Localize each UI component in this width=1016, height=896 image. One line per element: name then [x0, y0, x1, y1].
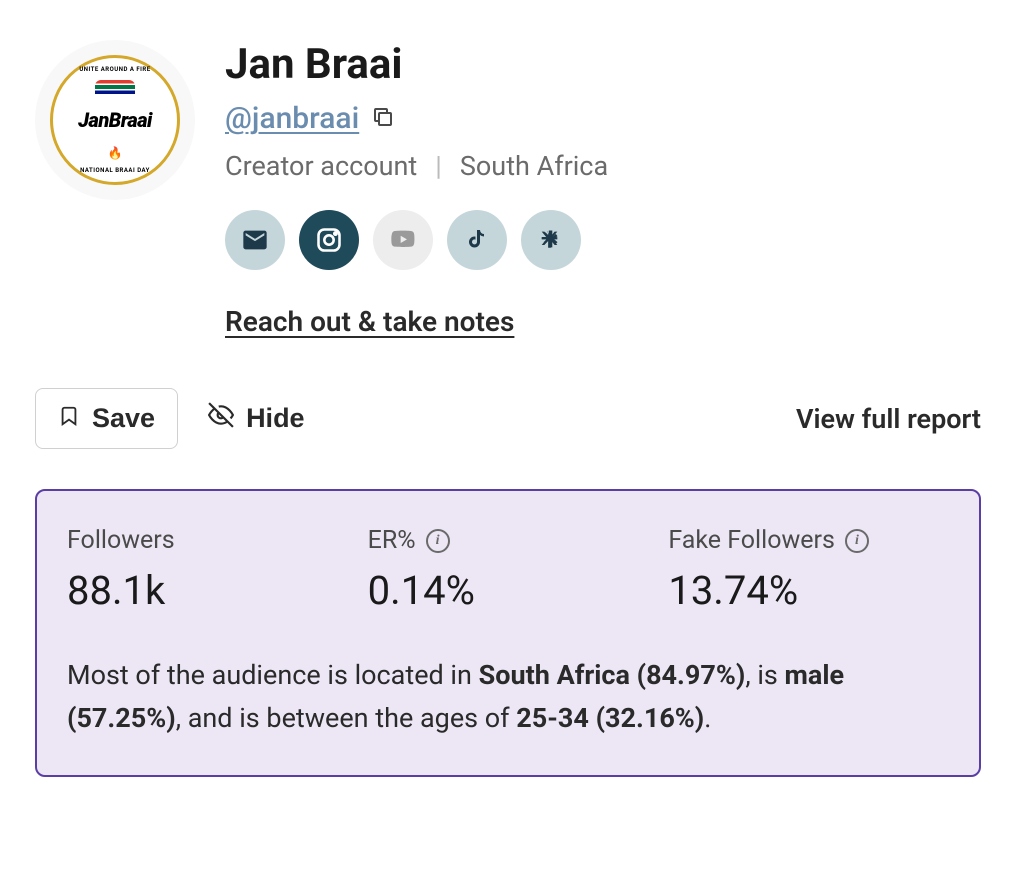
reach-out-link[interactable]: Reach out & take notes	[225, 305, 514, 338]
youtube-icon[interactable]	[373, 210, 433, 270]
stats-card: Followers 88.1k ER% i 0.14% Fake Followe…	[35, 489, 981, 777]
avatar-logo: UNITE AROUND A FIRE JanBraai 🔥 NATIONAL …	[50, 55, 180, 185]
audience-location: South Africa (84.97%)	[479, 659, 746, 691]
stat-er-value: 0.14%	[368, 567, 649, 614]
profile-info: Jan Braai @janbraai Creator account | So…	[225, 40, 981, 338]
profile-header: UNITE AROUND A FIRE JanBraai 🔥 NATIONAL …	[35, 40, 981, 338]
email-icon[interactable]	[225, 210, 285, 270]
avatar-bottom-arc-text: NATIONAL BRAAI DAY	[80, 167, 150, 174]
account-type: Creator account	[225, 150, 417, 182]
view-full-report-link[interactable]: View full report	[796, 403, 981, 435]
save-button-label: Save	[92, 403, 155, 434]
audience-age: 25-34 (32.16%)	[516, 702, 704, 734]
stats-row: Followers 88.1k ER% i 0.14% Fake Followe…	[67, 526, 949, 614]
linktree-icon[interactable]	[521, 210, 581, 270]
eye-off-icon	[208, 402, 234, 435]
hide-button-label: Hide	[246, 403, 305, 434]
stat-fake-label: Fake Followers i	[668, 526, 949, 555]
copy-icon[interactable]	[371, 105, 395, 133]
stat-er-label: ER% i	[368, 526, 649, 555]
profile-name: Jan Braai	[225, 40, 981, 89]
account-location: South Africa	[460, 150, 608, 182]
fire-accent: 🔥	[108, 146, 123, 160]
bookmark-icon	[58, 403, 80, 434]
social-row	[225, 210, 981, 270]
avatar-top-arc-text: UNITE AROUND A FIRE	[79, 66, 150, 73]
sa-flag-accent	[95, 80, 135, 94]
stat-fake-value: 13.74%	[668, 567, 949, 614]
handle-row: @janbraai	[225, 101, 981, 136]
instagram-icon[interactable]	[299, 210, 359, 270]
stat-followers-value: 88.1k	[67, 567, 348, 614]
handle-link[interactable]: @janbraai	[225, 101, 359, 136]
stat-fake: Fake Followers i 13.74%	[668, 526, 949, 614]
avatar: UNITE AROUND A FIRE JanBraai 🔥 NATIONAL …	[35, 40, 195, 200]
account-meta: Creator account | South Africa	[225, 150, 981, 182]
meta-divider: |	[435, 150, 442, 182]
stat-followers-label: Followers	[67, 526, 348, 555]
avatar-brand-text: JanBraai	[78, 108, 152, 132]
audience-summary: Most of the audience is located in South…	[67, 654, 949, 740]
stat-followers: Followers 88.1k	[67, 526, 348, 614]
tiktok-icon[interactable]	[447, 210, 507, 270]
actions-row: Save Hide View full report	[35, 388, 981, 449]
actions-left: Save Hide	[35, 388, 305, 449]
hide-button[interactable]: Hide	[208, 402, 305, 435]
save-button[interactable]: Save	[35, 388, 178, 449]
info-icon[interactable]: i	[845, 529, 869, 553]
info-icon[interactable]: i	[426, 529, 450, 553]
stat-er: ER% i 0.14%	[368, 526, 649, 614]
